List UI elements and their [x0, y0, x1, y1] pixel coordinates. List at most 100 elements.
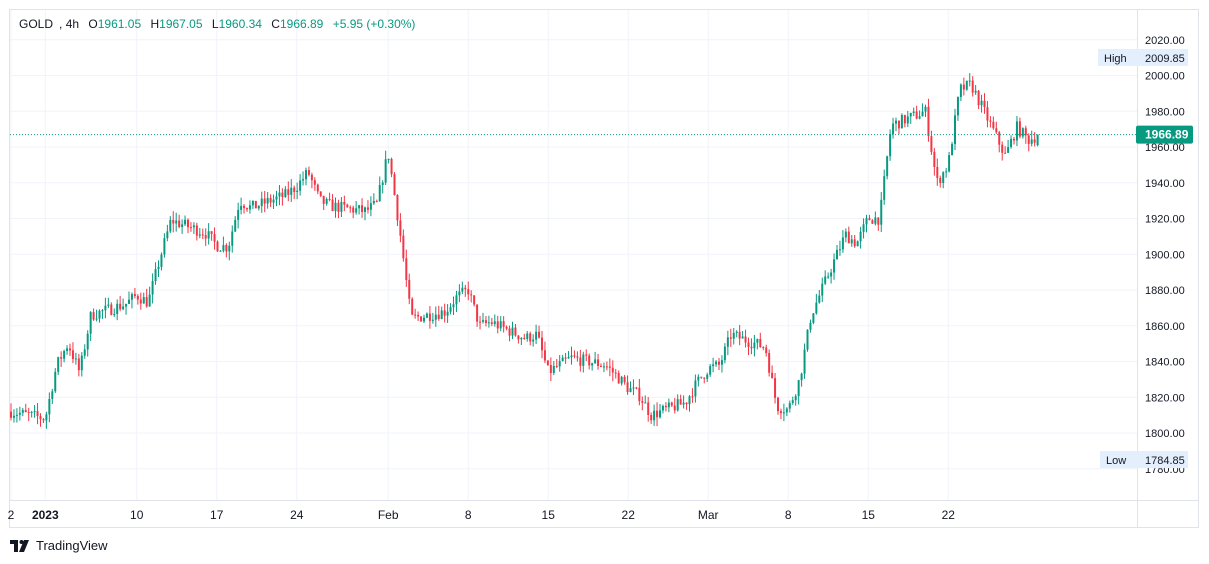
candle-body	[517, 335, 520, 340]
candle-body	[945, 171, 948, 173]
candle-body	[60, 357, 63, 359]
candle-body	[844, 231, 847, 238]
candle-body	[201, 234, 204, 236]
low-label: Low	[1106, 455, 1126, 467]
candle-body	[629, 388, 632, 393]
candle-body	[582, 354, 585, 366]
candle-body	[449, 307, 452, 312]
candle-body	[608, 366, 611, 368]
candle-body	[620, 376, 623, 384]
candle-body	[263, 198, 266, 204]
candle-body	[1024, 128, 1027, 136]
candle-body	[850, 239, 853, 244]
candle-body	[189, 227, 192, 229]
candle-body	[287, 189, 290, 195]
candle-body	[715, 361, 718, 365]
candle-body	[195, 225, 198, 236]
candle-body	[859, 231, 862, 242]
legend-high: 1967.05	[159, 17, 203, 31]
candle-body	[302, 179, 305, 181]
candle-body	[231, 231, 234, 246]
candle-body	[24, 410, 27, 413]
candle-body	[782, 412, 785, 414]
candle-body	[222, 245, 225, 251]
candle-body	[181, 224, 184, 228]
candle-body	[411, 298, 414, 315]
last-price-value: 1966.89	[1145, 128, 1189, 142]
chart-frame[interactable]	[9, 9, 1199, 528]
candle-body	[558, 361, 561, 367]
candle-body	[428, 313, 431, 321]
candle-body	[145, 297, 148, 307]
candle-body	[307, 170, 310, 175]
candle-body	[812, 313, 815, 323]
y-tick-label: 1900.00	[1145, 249, 1185, 261]
candle-body	[139, 299, 142, 304]
candle-body	[924, 106, 927, 112]
candle-body	[723, 346, 726, 361]
candle-body	[508, 328, 511, 336]
candle-body	[237, 209, 240, 220]
candle-body	[98, 310, 101, 319]
candle-body	[464, 287, 467, 290]
candle-body	[313, 180, 316, 185]
candle-body	[1010, 138, 1013, 148]
candle-body	[431, 319, 434, 321]
legend-low: 1960.34	[218, 17, 262, 31]
candle-body	[225, 245, 228, 252]
candle-body	[895, 120, 897, 124]
legend-open: 1961.05	[97, 17, 142, 31]
candle-body	[821, 283, 824, 296]
candle-body	[900, 115, 903, 129]
candle-body	[346, 204, 349, 208]
candle-body	[514, 327, 517, 336]
legend-change: +5.95 (+0.30%)	[332, 17, 416, 31]
x-tick-label: 24	[290, 508, 304, 522]
candle-body	[187, 219, 189, 228]
candle-body	[334, 202, 337, 212]
candle-body	[959, 84, 962, 98]
candle-body	[113, 313, 116, 315]
candle-body	[36, 411, 39, 417]
candle-body	[272, 199, 275, 203]
candle-body	[1018, 121, 1021, 137]
candle-body	[473, 295, 476, 305]
candle-body	[729, 337, 732, 339]
candle-body	[375, 200, 378, 202]
candle-body	[535, 331, 538, 340]
candle-body	[216, 241, 219, 252]
candle-body	[779, 411, 782, 414]
candle-body	[83, 349, 86, 356]
candle-body	[800, 373, 803, 381]
candle-body	[423, 317, 425, 322]
candle-body	[417, 314, 420, 317]
x-tick-label: 22	[622, 508, 636, 522]
candle-body	[853, 239, 856, 247]
candle-body	[455, 295, 458, 305]
candle-body	[257, 206, 260, 209]
candle-body	[461, 287, 464, 292]
candle-body	[210, 231, 213, 234]
candle-body	[175, 220, 178, 224]
candle-body	[148, 294, 151, 307]
candle-body	[130, 294, 133, 300]
candle-body	[709, 366, 712, 375]
candle-body	[133, 294, 136, 296]
candle-body	[726, 337, 729, 347]
candle-body	[871, 220, 874, 224]
candle-body	[325, 198, 328, 204]
candle-body	[965, 80, 968, 90]
high-value-bg	[1138, 48, 1188, 66]
candle-body	[939, 178, 942, 184]
legend-open-label: O	[88, 17, 98, 31]
candle-body	[653, 410, 656, 421]
x-tick-label: 17	[210, 508, 224, 522]
tradingview-brand[interactable]: TradingView	[10, 538, 108, 553]
candle-body	[405, 258, 408, 281]
candle-body	[597, 359, 600, 366]
candle-body	[948, 155, 951, 172]
candle-body	[15, 414, 18, 416]
candle-body	[942, 172, 945, 184]
candle-body	[482, 320, 484, 322]
